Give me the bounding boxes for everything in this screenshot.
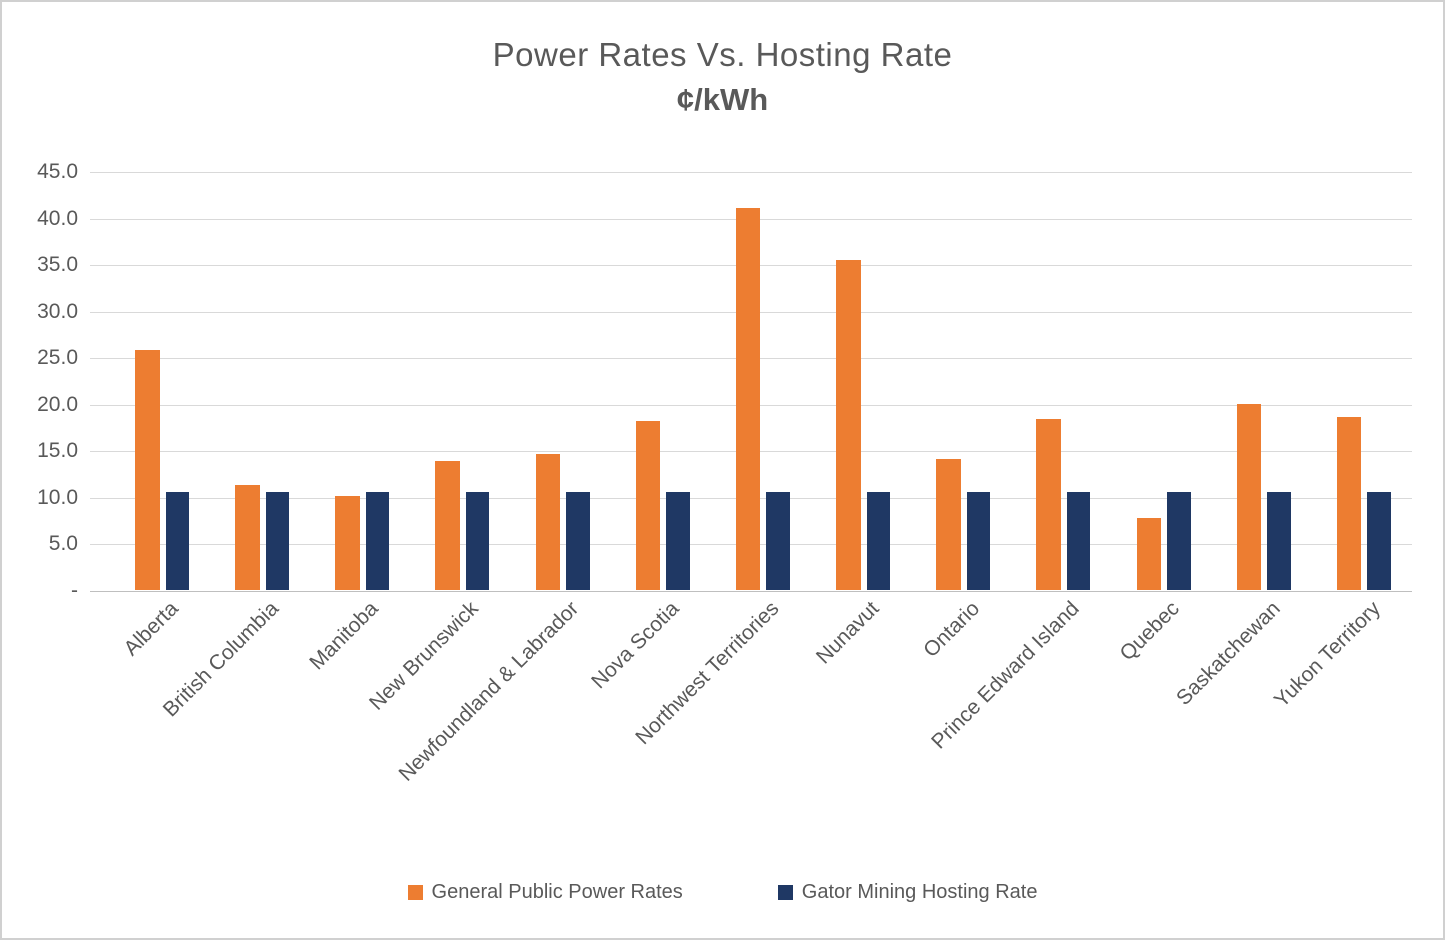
y-axis-tick-label: 30.0 (37, 299, 78, 323)
bar-power-rate (435, 460, 460, 590)
legend-item: General Public Power Rates (407, 881, 683, 904)
legend-label: Gator Mining Hosting Rate (801, 881, 1038, 903)
x-axis-category-label: Saskatchewan (1171, 597, 1285, 710)
x-axis-category-label: Ontario (919, 597, 984, 662)
y-axis-tick-label: 10.0 (37, 485, 78, 509)
bar-hosting-rate (566, 492, 590, 590)
bar-hosting-rate (966, 492, 991, 590)
chart-subtitle: ¢/kWh (676, 82, 769, 117)
plot-area: Alberta British Columbia Manitoba New Bruns… (90, 172, 1412, 786)
bar-power-rate (635, 420, 661, 590)
bar-hosting-rate (1367, 492, 1391, 590)
x-axis-category-label: Yukon Territory (1269, 597, 1385, 713)
y-axis-tick-label: - (71, 579, 78, 602)
x-axis-line (90, 591, 1412, 592)
x-axis-category-label: Newfoundland & Labrador (394, 597, 584, 786)
bar-power-rate (235, 484, 260, 590)
chart-title: Power Rates Vs. Hosting Rate (492, 36, 953, 73)
legend-item: Gator Mining Hosting Rate (777, 881, 1038, 904)
y-axis-tick-label: 20.0 (37, 392, 78, 416)
bar-power-rate (1336, 416, 1362, 590)
bar-power-rate (936, 458, 961, 590)
x-axis-category-label: Nunavut (812, 597, 884, 669)
y-axis-tick-label: 35.0 (37, 253, 78, 277)
y-axis-tick-label: 45.0 (37, 160, 78, 183)
bar-power-rate (1236, 403, 1262, 590)
bar-power-rate (135, 349, 160, 590)
bar-power-rate (1136, 518, 1161, 590)
legend-swatch-icon (407, 885, 423, 900)
bar-hosting-rate (1167, 492, 1191, 590)
bar-power-rate (1036, 418, 1061, 590)
y-axis-tick-label: 5.0 (48, 532, 78, 556)
y-axis-tick-label: 25.0 (37, 346, 78, 370)
bar-power-rate (735, 208, 761, 590)
y-gridline (90, 172, 1412, 173)
bar-hosting-rate (1066, 492, 1091, 590)
bar-hosting-rate (165, 492, 189, 590)
bar-hosting-rate (866, 492, 891, 590)
x-axis-category-label: Quebec (1115, 597, 1185, 666)
bar-hosting-rate (666, 492, 690, 590)
bar-hosting-rate (766, 492, 790, 590)
bar-hosting-rate (465, 492, 490, 590)
x-axis-category-label: Alberta (119, 597, 183, 661)
x-axis-category-label: Nova Scotia (587, 597, 684, 694)
bar-power-rate (836, 260, 861, 590)
x-axis-category-label: Manitoba (305, 597, 384, 675)
legend-swatch-icon (777, 885, 793, 900)
bar-power-rate (335, 495, 360, 590)
bar-hosting-rate (1267, 492, 1291, 590)
legend-label: General Public Power Rates (431, 881, 683, 903)
bar-power-rate (535, 454, 561, 590)
y-axis-tick-label: 15.0 (37, 439, 78, 463)
y-axis-tick-label: 40.0 (37, 206, 78, 230)
bar-hosting-rate (265, 492, 290, 590)
chart-legend: General Public Power Rates Gator Mining H… (2, 881, 1443, 904)
bar-hosting-rate (365, 492, 390, 590)
